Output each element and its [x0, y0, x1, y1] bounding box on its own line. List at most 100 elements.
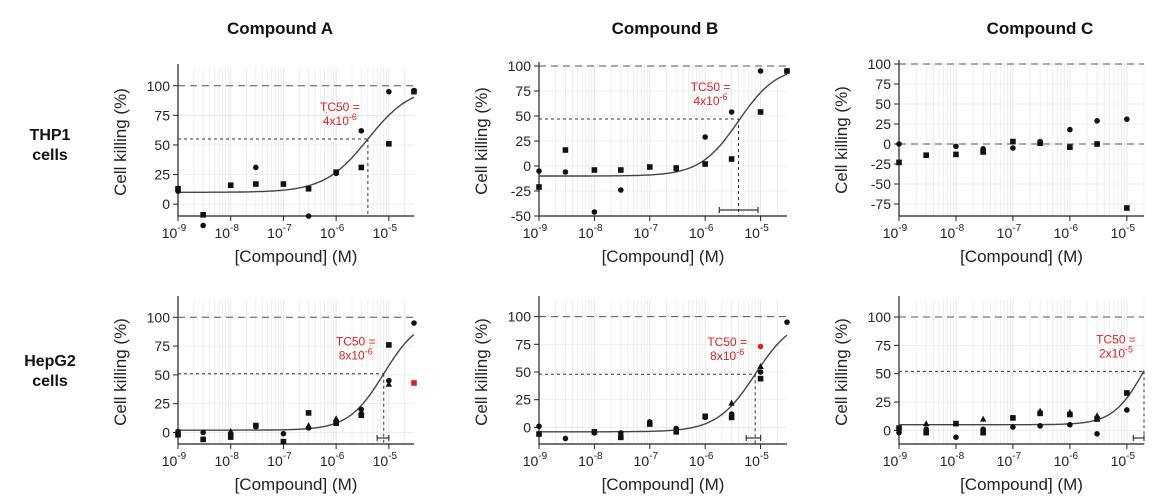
x-tick-exponent: -5 — [388, 223, 397, 234]
x-axis-label: [Compound] (M) — [602, 475, 725, 494]
x-tick-exponent: -8 — [230, 223, 239, 234]
x-tick-label: 10-9 — [523, 451, 548, 469]
data-point-square — [1067, 144, 1073, 150]
x-tick-label: 10-7 — [997, 223, 1022, 241]
y-tick-label: 25 — [515, 133, 531, 149]
x-tick-mantissa: 10 — [1111, 453, 1127, 469]
x-tick-mantissa: 10 — [578, 453, 594, 469]
data-point-circle — [386, 88, 392, 95]
y-tick-label: 100 — [868, 309, 892, 325]
data-point-square — [953, 420, 959, 427]
data-point-square — [562, 147, 569, 153]
x-tick-exponent: -9 — [898, 223, 907, 234]
x-tick-label: 10-6 — [320, 223, 345, 241]
x-tick-exponent: -7 — [283, 223, 292, 234]
data-point-square — [980, 149, 986, 155]
x-tick-mantissa: 10 — [997, 225, 1013, 241]
tc50-value: 8x10-6 — [710, 347, 744, 363]
x-tick-label: 10-7 — [997, 451, 1022, 469]
y-tick-label: 100 — [147, 309, 171, 325]
y-tick-label: 100 — [508, 309, 532, 325]
y-tick-label: 50 — [875, 96, 891, 112]
y-axis-label: Cell killing (%) — [472, 318, 491, 426]
tc50-label: TC50 = — [320, 100, 360, 114]
x-tick-exponent: -9 — [177, 451, 186, 462]
x-tick-mantissa: 10 — [1054, 225, 1070, 241]
x-tick-mantissa: 10 — [320, 225, 336, 241]
y-tick-label: 25 — [154, 167, 170, 183]
x-tick-label: 10-9 — [883, 223, 908, 241]
y-tick-label: 0 — [523, 158, 531, 174]
data-point-square — [784, 68, 790, 74]
y-axis-label: Cell killing (%) — [111, 88, 130, 196]
data-point-square — [253, 181, 259, 187]
x-tick-label: 10-5 — [373, 223, 398, 241]
x-tick-exponent: -7 — [283, 451, 292, 462]
data-point-circle — [896, 429, 902, 436]
y-tick-label: 100 — [147, 78, 171, 94]
x-tick-exponent: -7 — [649, 223, 658, 234]
data-point-square — [646, 421, 653, 427]
x-tick-label: 10-9 — [162, 223, 187, 241]
x-tick-label: 10-7 — [634, 451, 659, 469]
x-tick-label: 10-5 — [373, 451, 398, 469]
x-tick-mantissa: 10 — [267, 225, 283, 241]
data-point-circle — [757, 369, 764, 375]
data-point-circle — [1037, 423, 1043, 429]
x-tick-label: 10-8 — [214, 223, 239, 241]
x-axis-label: [Compound] (M) — [960, 475, 1083, 494]
x-tick-label: 10-9 — [523, 223, 548, 241]
data-point-square — [1094, 416, 1100, 422]
data-point-square — [618, 167, 624, 173]
x-tick-label: 10-5 — [744, 223, 769, 241]
data-point-triangle — [227, 427, 234, 434]
data-point-square — [618, 434, 624, 441]
data-point-square — [1037, 140, 1043, 146]
data-point-circle — [757, 343, 764, 350]
data-point-square — [536, 431, 542, 437]
tc50-label: TC50 = — [691, 80, 731, 94]
data-point-square — [386, 140, 392, 147]
fit-curve — [539, 334, 788, 433]
x-tick-mantissa: 10 — [883, 225, 899, 241]
x-tick-label: 10-6 — [689, 451, 714, 469]
x-tick-exponent: -6 — [335, 223, 344, 234]
fit-curve — [178, 333, 415, 431]
fit-curve — [178, 96, 415, 193]
x-tick-mantissa: 10 — [523, 453, 539, 469]
x-tick-label: 10-7 — [267, 223, 292, 241]
data-point-square — [702, 161, 708, 167]
data-point-circle — [358, 127, 365, 134]
tc50-value-exponent: -6 — [720, 92, 728, 102]
x-tick-label: 10-8 — [940, 451, 965, 469]
x-tick-exponent: -8 — [955, 223, 964, 234]
x-tick-mantissa: 10 — [744, 453, 760, 469]
data-point-circle — [280, 430, 287, 437]
x-tick-label: 10-6 — [689, 223, 714, 241]
data-point-square — [200, 436, 206, 443]
data-point-circle — [618, 430, 624, 436]
data-point-square — [386, 342, 392, 348]
x-tick-label: 10-9 — [162, 451, 187, 469]
data-point-triangle — [979, 415, 987, 422]
x-tick-mantissa: 10 — [373, 453, 389, 469]
x-tick-label: 10-8 — [214, 451, 239, 469]
data-point-square — [227, 434, 234, 440]
data-point-square — [333, 169, 339, 175]
data-point-triangle — [1036, 407, 1044, 414]
x-tick-exponent: -5 — [1126, 451, 1135, 462]
data-point-square — [1010, 415, 1016, 421]
x-tick-label: 10-6 — [1054, 451, 1079, 469]
tc50-value-mantissa: 2x10 — [1099, 346, 1125, 360]
data-point-square — [896, 159, 902, 166]
fit-curve — [899, 370, 1145, 426]
x-tick-mantissa: 10 — [267, 453, 283, 469]
x-tick-exponent: -9 — [538, 451, 547, 462]
x-tick-label: 10-8 — [578, 451, 603, 469]
data-point-circle — [953, 143, 959, 150]
x-tick-exponent: -5 — [760, 451, 769, 462]
data-point-square — [411, 380, 417, 386]
